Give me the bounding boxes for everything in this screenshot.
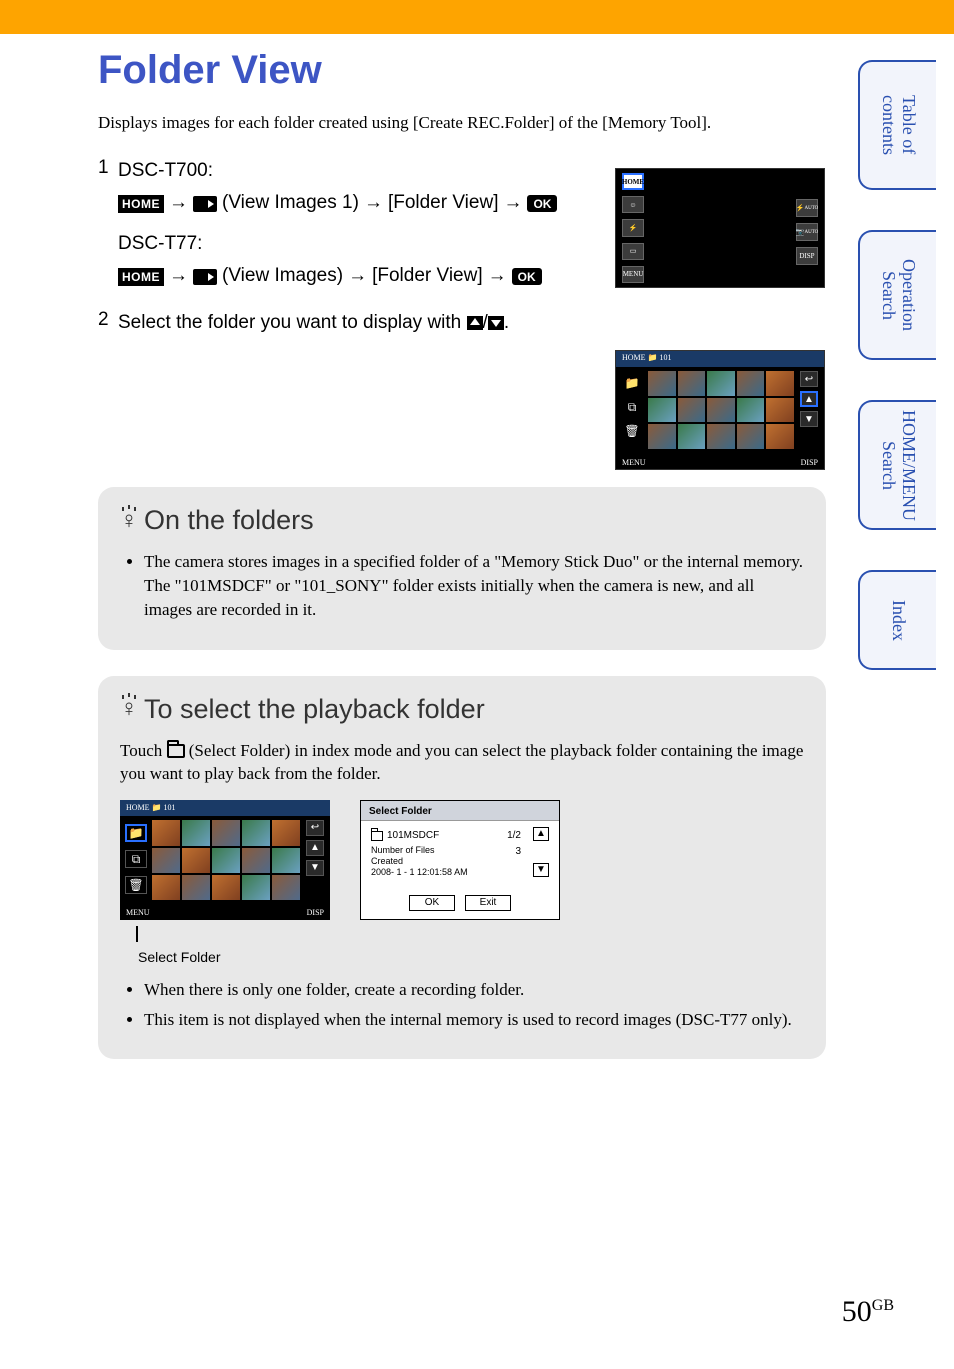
mini-folder-icon (371, 831, 383, 841)
trash-icon: 🗑 (125, 876, 147, 894)
select-folder-caption: Select Folder (138, 948, 330, 968)
dialog-nf-value: 3 (515, 845, 521, 859)
screenshot-a-disp: DISP (307, 907, 324, 918)
page-up-icon: ▲ (306, 840, 324, 856)
multi-icon: ⧉ (125, 850, 147, 868)
tab-home-menu-search[interactable]: HOME/MENUSearch (858, 400, 936, 530)
tip-folders-bullet: The camera stores images in a specified … (144, 550, 804, 621)
thumb1-auto2: 📷AUTO (796, 223, 818, 241)
top-orange-bar (0, 0, 954, 34)
return-icon: ↩ (306, 820, 324, 836)
page-down-icon: ▼ (306, 860, 324, 876)
intro-text: Displays images for each folder created … (98, 111, 826, 135)
screenshot-a-menu: MENU (126, 907, 150, 918)
dialog-nf-label: Number of Files (371, 845, 468, 856)
home-badge: HOME (118, 268, 164, 286)
home-badge: HOME (118, 195, 164, 213)
folder-select-icon: 📁 (125, 824, 147, 842)
screenshot-select-folder-dialog: Select Folder 101MSDCF 1/2 ▲ ▼ Number of… (360, 800, 560, 920)
thumb2-header: HOME 📁 101 (616, 351, 824, 367)
thumb1-auto1: ⚡AUTO (796, 199, 818, 217)
dialog-title: Select Folder (361, 801, 559, 821)
dialog-created-value: 2008- 1 - 1 12:01:58 AM (371, 867, 468, 878)
tip-heading-playback: To select the playback folder (144, 694, 485, 725)
arrow-icon: → (503, 189, 522, 218)
page-up-icon: ▲ (800, 391, 818, 407)
tab-operation-search[interactable]: OperationSearch (858, 230, 936, 360)
screenshot-home-menu: HOME ☺ ⚡ ▭ MENU ⚡AUTO 📷AUTO DISP (615, 168, 825, 288)
view-images-1-label: (View Images 1) (222, 189, 359, 218)
arrow-icon: → (364, 189, 383, 218)
smile-icon: ☺ (622, 196, 644, 213)
flash-off-icon: ⚡ (622, 219, 644, 236)
view-images-label: (View Images) (222, 262, 343, 291)
dialog-exit-button[interactable]: Exit (465, 895, 511, 911)
tab-index[interactable]: Index (858, 570, 936, 670)
dialog-down-button[interactable]: ▼ (533, 863, 549, 877)
folder-icon: 📁 (623, 375, 641, 391)
step-1-model-a: DSC-T700: (118, 157, 598, 186)
trash-icon: 🗑 (623, 423, 641, 439)
return-icon: ↩ (800, 371, 818, 387)
tip-heading-folders: On the folders (144, 505, 314, 536)
page-number: 50GB (842, 1295, 894, 1329)
step-2-text-a: Select the folder you want to display wi… (118, 312, 467, 333)
tip-playback-bullet-2: This item is not displayed when the inte… (144, 1008, 804, 1032)
thumb1-disp: DISP (796, 247, 818, 265)
arrow-icon: → (169, 262, 188, 291)
page-down-icon: ▼ (800, 411, 818, 427)
tip-playback-sub-a: Touch (120, 741, 167, 760)
view-images-icon (193, 196, 217, 212)
screenshot-a-header: HOME 📁 101 (120, 800, 330, 816)
step-1-model-b: DSC-T77: (118, 230, 598, 259)
arrow-icon: → (348, 262, 367, 291)
thumb1-home: HOME (622, 173, 644, 190)
step-1-number: 1 (98, 157, 118, 179)
tip-on-the-folders: ♀ On the folders The camera stores image… (98, 487, 826, 649)
arrow-icon: → (169, 189, 188, 218)
multi-icon: ⧉ (623, 399, 641, 415)
mode-icon: ▭ (622, 243, 644, 260)
down-arrow-icon (488, 316, 504, 330)
page-title: Folder View (98, 48, 826, 93)
arrow-icon: → (488, 262, 507, 291)
tip-playback-bullet-1: When there is only one folder, create a … (144, 978, 804, 1002)
dialog-page: 1/2 (507, 829, 521, 843)
folder-view-label: [Folder View] (388, 189, 499, 218)
step-2-text-b: . (504, 312, 509, 333)
folder-view-label: [Folder View] (372, 262, 483, 291)
dialog-up-button[interactable]: ▲ (533, 827, 549, 841)
tip-playback-sub-b: (Select Folder) in index mode and you ca… (120, 741, 803, 784)
ok-badge: OK (512, 268, 542, 285)
screenshot-folder-grid: HOME 📁 101 📁 ⧉ 🗑 ↩ ▲ ▼ MENU DISP (615, 350, 825, 470)
tip-bulb-icon: ♀ (120, 695, 138, 723)
tab-table-of-contents[interactable]: Table ofcontents (858, 60, 936, 190)
tip-select-playback-folder: ♀ To select the playback folder Touch (S… (98, 676, 826, 1060)
screenshot-index-mode: HOME 📁 101 📁 ⧉ 🗑 ↩ ▲ ▼ MENU (120, 800, 330, 920)
up-arrow-icon (467, 316, 483, 330)
tip-bulb-icon: ♀ (120, 507, 138, 535)
dialog-folder-name: 101MSDCF (387, 829, 439, 843)
thumb1-menu: MENU (622, 266, 644, 283)
dialog-created-label: Created (371, 856, 468, 867)
view-images-icon (193, 269, 217, 285)
step-2-number: 2 (98, 309, 118, 331)
ok-badge: OK (527, 195, 557, 212)
thumb2-disp: DISP (801, 458, 818, 467)
thumb2-menu: MENU (622, 458, 646, 467)
select-folder-icon (167, 744, 185, 758)
dialog-ok-button[interactable]: OK (409, 895, 455, 911)
